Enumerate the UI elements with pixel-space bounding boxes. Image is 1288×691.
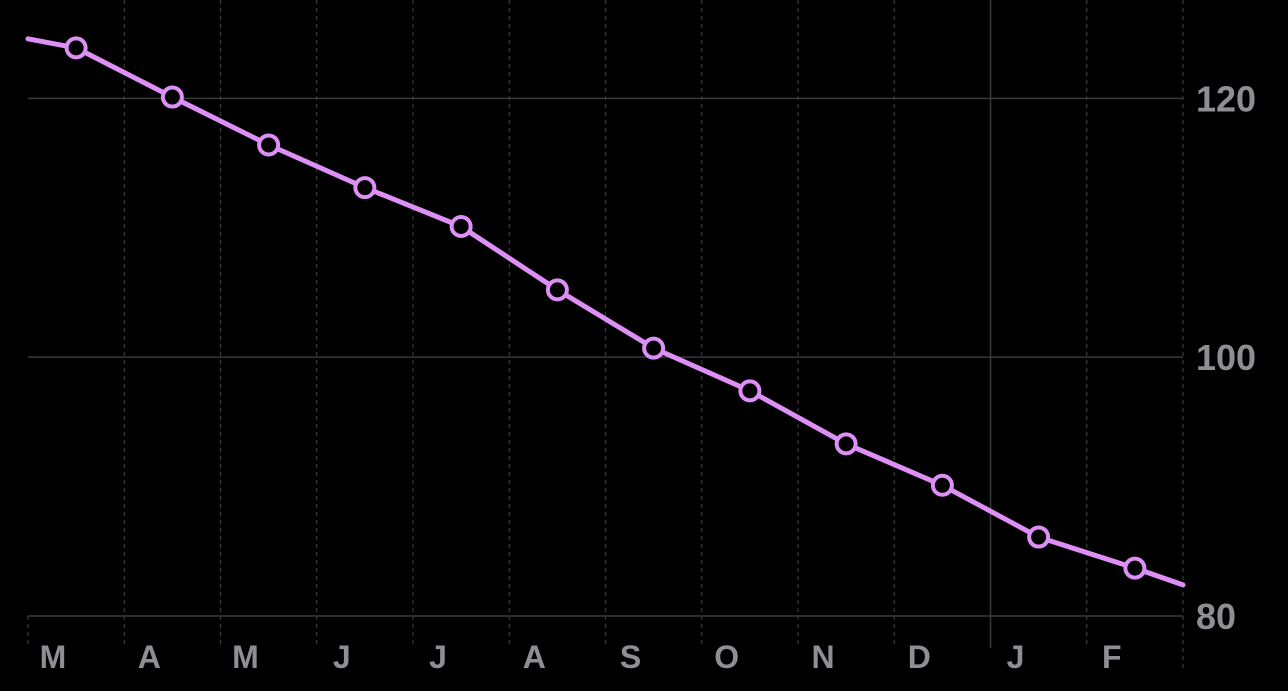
data-point — [642, 336, 666, 360]
y-tick-label: 120 — [1196, 78, 1256, 119]
y-tick-label: 100 — [1196, 337, 1256, 378]
x-tick-label: A — [138, 639, 161, 675]
x-tick-label: O — [714, 639, 739, 675]
x-tick-label: S — [620, 639, 641, 675]
data-point — [545, 278, 569, 302]
data-point — [257, 133, 281, 157]
x-tick-label: A — [523, 639, 546, 675]
data-point — [930, 473, 954, 497]
x-tick-label: M — [40, 639, 67, 675]
data-point — [738, 379, 762, 403]
x-tick-label: F — [1102, 639, 1122, 675]
data-points-layer — [64, 36, 1147, 580]
x-tick-label: M — [232, 639, 259, 675]
data-point — [160, 85, 184, 109]
x-tick-label: D — [908, 639, 931, 675]
grid-layer — [27, 0, 1184, 672]
series-line — [25, 36, 1186, 588]
data-point — [353, 176, 377, 200]
data-point — [1123, 556, 1147, 580]
data-point — [64, 36, 88, 60]
y-axis-ticks: 80 100 120 — [1196, 78, 1256, 637]
data-point — [834, 432, 858, 456]
series-line-layer — [25, 36, 1186, 588]
x-tick-label: J — [429, 639, 447, 675]
x-tick-label: J — [1007, 639, 1025, 675]
y-tick-label: 80 — [1196, 596, 1236, 637]
data-point — [1027, 525, 1051, 549]
data-point — [449, 214, 473, 238]
x-tick-label: N — [811, 639, 834, 675]
x-tick-label: J — [333, 639, 351, 675]
